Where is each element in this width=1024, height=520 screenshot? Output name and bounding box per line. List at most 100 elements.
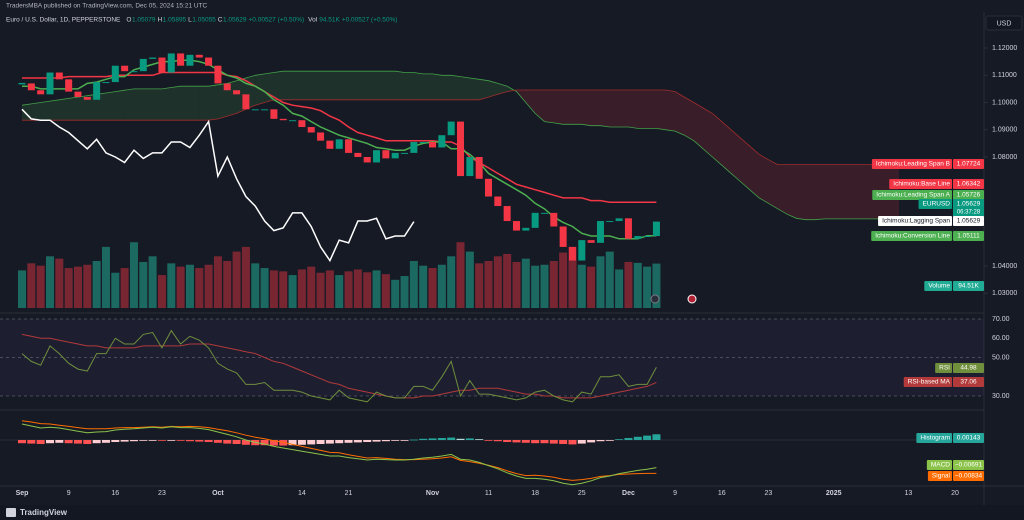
cloud-segment [31,102,41,121]
histogram-bar [391,440,400,441]
cloud-segment [376,71,386,100]
histogram-bar [83,440,92,444]
candle [550,212,558,227]
cloud-segment [656,89,666,130]
candle [102,82,110,84]
cloud-segment [703,107,713,157]
badge-name: Ichimoku:Leading Span B [876,161,950,168]
histogram-bar [540,440,549,444]
volume-bar [45,256,54,308]
histogram-bar [307,440,316,445]
histogram-bar [381,440,390,442]
cloud-segment [395,71,405,100]
badge-value-box [953,460,984,470]
cloud-segment [600,89,610,128]
volume-bar [363,272,372,308]
candle [485,178,492,197]
volume-bar [232,251,241,308]
candle [326,140,334,149]
volume-bar [372,270,381,308]
cloud-segment [199,86,209,121]
volume-bar [624,261,633,308]
candle [55,72,63,80]
candle [475,157,483,179]
candle [111,65,119,83]
histogram-bar [419,438,428,440]
candle [289,120,297,122]
volume-bar [335,275,344,308]
histogram-bar [232,440,241,444]
badge-name-box [871,231,952,241]
time-label: 13 [904,490,912,497]
cloud-segment [637,89,648,129]
event-flag[interactable] [687,294,697,304]
volume-bar [195,268,204,308]
histogram-bar [157,440,166,441]
time-label: 2025 [826,490,842,497]
time-label: 20 [951,490,959,497]
volume-bar [157,275,166,308]
candle [149,57,157,59]
cloud-segment [348,71,358,100]
badge-value-box [953,471,984,481]
candle [27,83,35,91]
rsi-ma [21,333,657,399]
histogram-bar [195,440,204,442]
badges: Ichimoku:Leading Span B 1.07724 Ichimoku:B… [871,159,984,481]
candle [540,212,548,214]
price-tick-label: 1.11000 [992,72,1017,79]
volume-bar [465,251,474,308]
candle [373,150,381,163]
time-label: 14 [298,490,306,497]
histogram-bar [596,440,605,442]
histogram-bar [223,440,232,444]
candle [130,71,138,73]
volume-bar [419,265,428,308]
badge-value: 1.07724 [957,161,981,168]
volume-bar [531,265,540,308]
histogram-bar [643,435,652,440]
badge-value-box [953,199,984,217]
event-icon[interactable] [650,294,660,304]
badge-timer: 06:37:28 [957,210,981,216]
volume-bar [139,261,148,308]
ohlc-value: 1.05895 [163,17,187,24]
histogram-bar [92,440,101,444]
cloud-segment [357,71,368,100]
cloud-segment [469,77,480,100]
volume-bar [101,246,110,308]
histogram-bar [437,438,446,440]
cloud-segment [861,164,872,219]
candle [615,218,623,222]
volume-bar [456,242,465,308]
volume-bar [521,258,530,308]
histogram-bar [400,440,409,441]
volume-bar [568,246,577,308]
cloud-segment [535,89,545,122]
badge-value: 37.06 [960,379,977,386]
volume-bar [447,256,456,308]
volume-bar [204,264,213,308]
histogram-bar [316,440,325,444]
histogram-bar [288,440,297,446]
cloud-segment [553,89,564,125]
currency[interactable]: USD [997,20,1012,27]
cloud-segment [787,164,797,219]
badge-name-box [872,190,952,200]
candle [643,236,651,238]
axes: 1.12000 1.11000 1.10000 1.09000 1.08000 1.040… [16,45,1018,497]
cloud-segment [423,73,433,100]
cloud-segment [824,164,834,219]
volume-bar [484,261,493,308]
time-label: Nov [426,490,439,497]
badge-name: RSI-based MA [908,379,951,386]
time-label: 16 [111,490,119,497]
candle [363,157,371,163]
badge-value: 44.98 [960,365,977,372]
base-line [22,71,657,203]
cloud-segment [59,98,69,121]
histogram-bar [363,440,372,442]
time-label: 23 [765,490,773,497]
histogram-bar [512,440,521,443]
currency-button[interactable] [985,15,1023,31]
